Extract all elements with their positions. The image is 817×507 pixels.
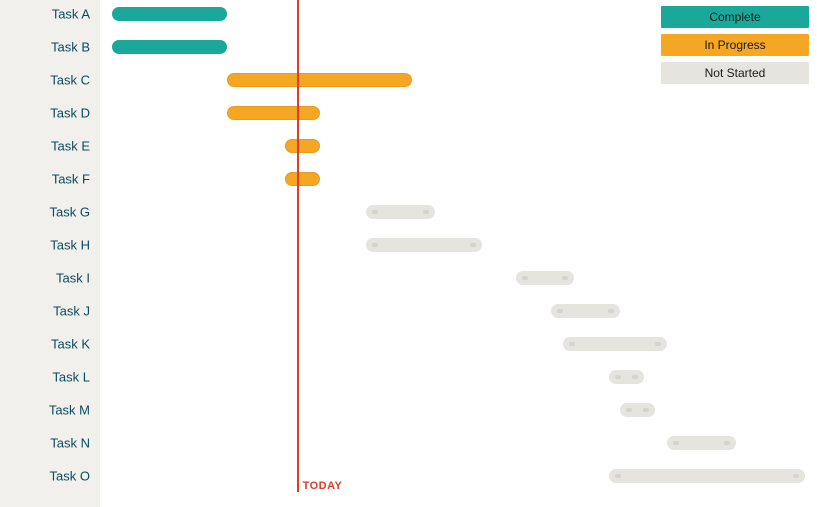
- task-label-column: Task A Task B Task C Task D Task E Task F Task…: [0, 0, 100, 507]
- legend-item-inprogress: In Progress: [661, 34, 809, 56]
- task-label: Task C: [0, 74, 90, 87]
- gantt-bar: [285, 172, 320, 186]
- task-label: Task B: [0, 41, 90, 54]
- gantt-bar: [609, 469, 806, 483]
- gantt-bar: [551, 304, 620, 318]
- task-label: Task F: [0, 173, 90, 186]
- task-label: Task L: [0, 371, 90, 384]
- gantt-bar: [112, 7, 228, 21]
- gantt-bar: [227, 73, 412, 87]
- gantt-bar: [366, 238, 482, 252]
- today-line: [297, 0, 299, 492]
- task-label: Task A: [0, 8, 90, 21]
- task-label: Task K: [0, 338, 90, 351]
- gantt-bar: [609, 370, 644, 384]
- gantt-bar: [620, 403, 655, 417]
- task-label: Task D: [0, 107, 90, 120]
- task-label: Task J: [0, 305, 90, 318]
- legend-item-notstarted: Not Started: [661, 62, 809, 84]
- gantt-bar: [667, 436, 736, 450]
- task-label: Task E: [0, 140, 90, 153]
- gantt-bar: [563, 337, 667, 351]
- gantt-bar: [366, 205, 435, 219]
- gantt-chart: Task A Task B Task C Task D Task E Task F Task…: [0, 0, 817, 507]
- task-label: Task M: [0, 404, 90, 417]
- task-label: Task H: [0, 239, 90, 252]
- task-label: Task I: [0, 272, 90, 285]
- task-label: Task G: [0, 206, 90, 219]
- gantt-bar: [516, 271, 574, 285]
- gantt-bar: [112, 40, 228, 54]
- task-label: Task O: [0, 470, 90, 483]
- gantt-bar: [285, 139, 320, 153]
- legend-item-complete: Complete: [661, 6, 809, 28]
- today-label: TODAY: [303, 480, 343, 492]
- gantt-bar: [227, 106, 320, 120]
- legend: Complete In Progress Not Started: [661, 6, 809, 90]
- task-label: Task N: [0, 437, 90, 450]
